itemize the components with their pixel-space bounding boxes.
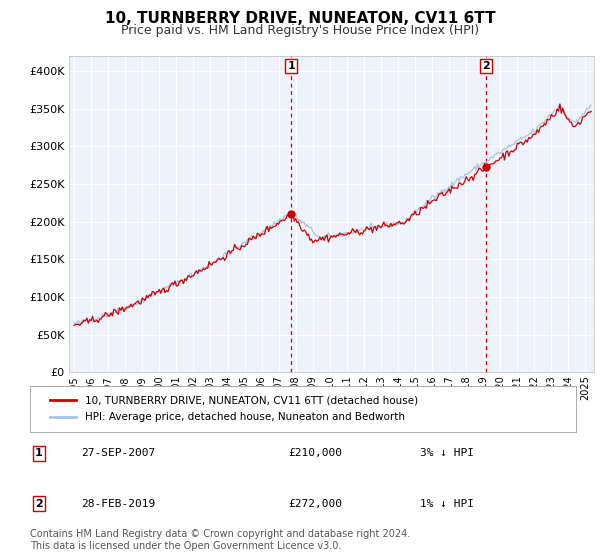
Text: 1% ↓ HPI: 1% ↓ HPI <box>420 499 474 508</box>
Text: £210,000: £210,000 <box>288 449 342 458</box>
Text: 10, TURNBERRY DRIVE, NUNEATON, CV11 6TT: 10, TURNBERRY DRIVE, NUNEATON, CV11 6TT <box>104 11 496 26</box>
Text: 28-FEB-2019: 28-FEB-2019 <box>81 499 155 508</box>
Text: 2: 2 <box>482 60 490 71</box>
Text: 27-SEP-2007: 27-SEP-2007 <box>81 449 155 458</box>
Text: £272,000: £272,000 <box>288 499 342 508</box>
Text: 1: 1 <box>287 60 295 71</box>
Text: 2: 2 <box>35 499 43 508</box>
Text: 1: 1 <box>35 449 43 458</box>
Text: 3% ↓ HPI: 3% ↓ HPI <box>420 449 474 458</box>
Text: Price paid vs. HM Land Registry's House Price Index (HPI): Price paid vs. HM Land Registry's House … <box>121 24 479 36</box>
Legend: 10, TURNBERRY DRIVE, NUNEATON, CV11 6TT (detached house), HPI: Average price, de: 10, TURNBERRY DRIVE, NUNEATON, CV11 6TT … <box>46 392 422 426</box>
Text: Contains HM Land Registry data © Crown copyright and database right 2024.
This d: Contains HM Land Registry data © Crown c… <box>30 529 410 551</box>
